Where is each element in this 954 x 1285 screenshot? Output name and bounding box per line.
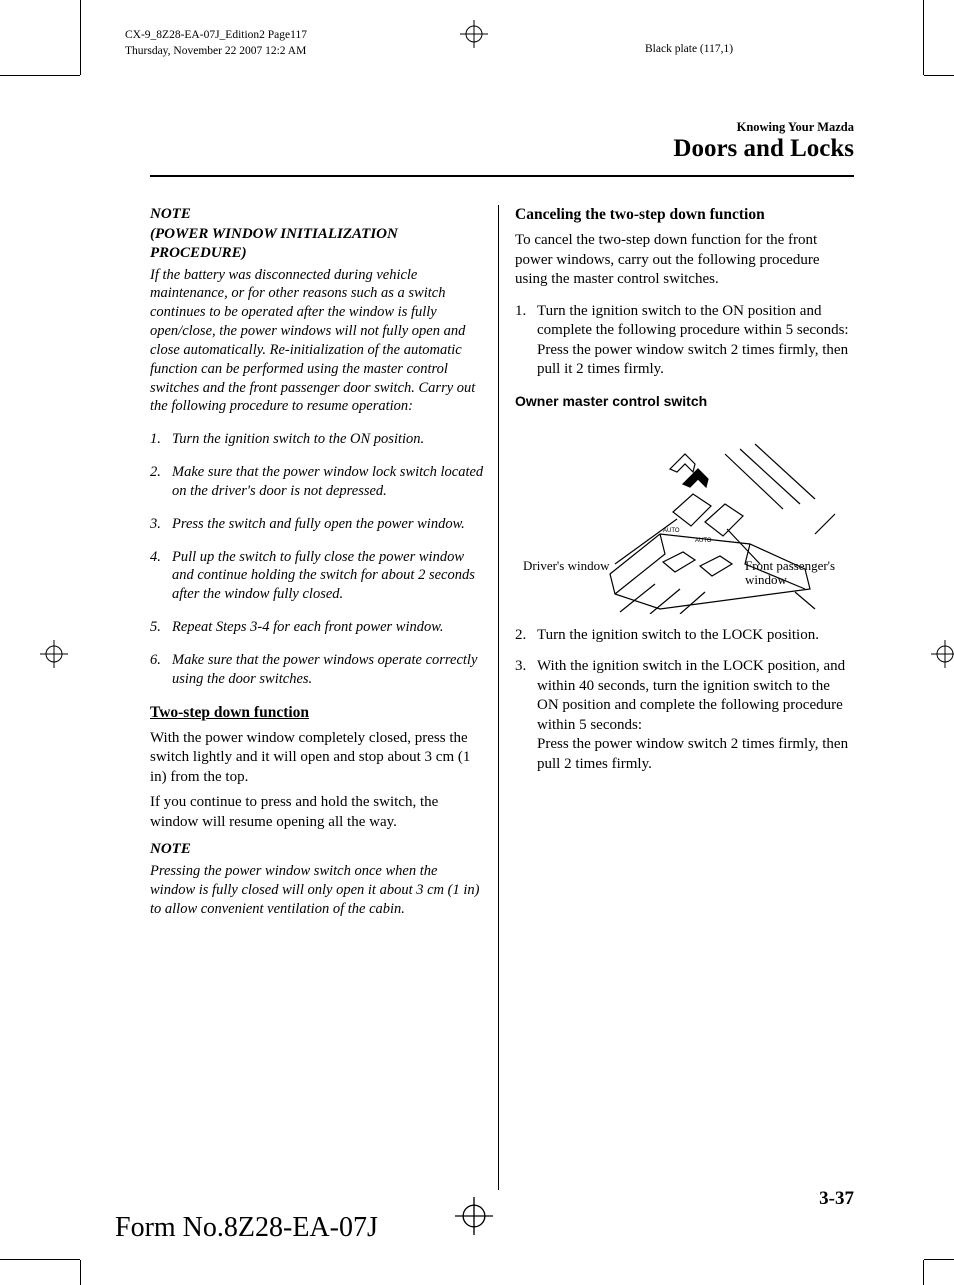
step-text: Press the switch and fully open the powe…: [172, 515, 485, 534]
note-intro-text: If the battery was disconnected during v…: [150, 266, 485, 417]
cancel-intro: To cancel the two-step down function for…: [515, 231, 850, 290]
form-number: Form No.8Z28-EA-07J: [115, 1212, 378, 1244]
chapter-header: Knowing Your Mazda Doors and Locks: [673, 120, 854, 163]
note-subtitle: (POWER WINDOW INITIALIZATION PROCEDURE): [150, 225, 485, 264]
crop-mark: [923, 0, 924, 75]
step-item: 3.Press the switch and fully open the po…: [150, 515, 485, 534]
heading-rule: [150, 175, 854, 177]
twostep-heading: Two-step down function: [150, 703, 485, 723]
content-area: NOTE (POWER WINDOW INITIALIZATION PROCED…: [150, 205, 854, 918]
initialization-steps: 1.Turn the ignition switch to the ON pos…: [150, 430, 485, 688]
step-item: 1.Turn the ignition switch to the ON pos…: [150, 430, 485, 449]
crop-mark: [924, 1259, 954, 1260]
registration-mark-icon: [40, 640, 68, 668]
step-text: Make sure that the power windows operate…: [172, 651, 485, 689]
figure-label-driver: Driver's window: [523, 558, 610, 573]
svg-text:AUTO: AUTO: [663, 528, 680, 534]
step-text: Turn the ignition switch to the ON posit…: [537, 302, 850, 380]
crop-mark: [80, 0, 81, 75]
step-text: Turn the ignition switch to the LOCK pos…: [537, 626, 850, 646]
svg-text:AUTO: AUTO: [695, 538, 712, 544]
doc-timestamp: Thursday, November 22 2007 12:2 AM: [125, 44, 307, 60]
step-text: With the ignition switch in the LOCK pos…: [537, 657, 850, 774]
cancel-steps-cont: 2.Turn the ignition switch to the LOCK p…: [515, 626, 850, 775]
cancel-steps: 1.Turn the ignition switch to the ON pos…: [515, 302, 850, 380]
crop-mark: [80, 1260, 81, 1285]
figure-label-passenger-2: window: [745, 572, 788, 587]
step-item: 2.Make sure that the power window lock s…: [150, 463, 485, 501]
right-column: Canceling the two-step down function To …: [515, 205, 850, 918]
step-item: 1.Turn the ignition switch to the ON pos…: [515, 302, 850, 380]
figure-caption: Owner master control switch: [515, 392, 850, 410]
step-text: Make sure that the power window lock swi…: [172, 463, 485, 501]
twostep-para: With the power window completely closed,…: [150, 729, 485, 788]
note-body-text: Pressing the power window switch once wh…: [150, 862, 485, 919]
doc-id-line: CX-9_8Z28-EA-07J_Edition2 Page117: [125, 28, 307, 44]
crop-mark: [0, 1259, 80, 1260]
figure-label-passenger: Front passenger's: [745, 558, 835, 573]
chapter-supertitle: Knowing Your Mazda: [673, 120, 854, 135]
step-text: Pull up the switch to fully close the po…: [172, 548, 485, 605]
step-text: Turn the ignition switch to the ON posit…: [172, 430, 485, 449]
note-label: NOTE: [150, 205, 485, 225]
cancel-heading: Canceling the two-step down function: [515, 205, 850, 225]
twostep-para: If you continue to press and hold the sw…: [150, 793, 485, 832]
plate-info: Black plate (117,1): [645, 43, 733, 55]
chapter-title: Doors and Locks: [673, 135, 854, 163]
step-item: 3.With the ignition switch in the LOCK p…: [515, 657, 850, 774]
note-label: NOTE: [150, 840, 485, 860]
step-item: 2.Turn the ignition switch to the LOCK p…: [515, 626, 850, 646]
step-item: 5.Repeat Steps 3-4 for each front power …: [150, 618, 485, 637]
master-control-switch-figure: Driver's window Front passenger's window…: [515, 414, 850, 614]
page-number: 3-37: [819, 1188, 854, 1210]
registration-mark-icon: [931, 640, 954, 668]
crop-mark: [923, 1260, 924, 1285]
crop-mark: [924, 75, 954, 76]
step-item: 4.Pull up the switch to fully close the …: [150, 548, 485, 605]
step-item: 6.Make sure that the power windows opera…: [150, 651, 485, 689]
document-meta: CX-9_8Z28-EA-07J_Edition2 Page117 Thursd…: [125, 28, 307, 59]
crop-mark: [0, 75, 80, 76]
registration-mark-icon: [460, 1202, 488, 1230]
registration-mark-icon: [460, 20, 488, 48]
step-text: Repeat Steps 3-4 for each front power wi…: [172, 618, 485, 637]
left-column: NOTE (POWER WINDOW INITIALIZATION PROCED…: [150, 205, 485, 918]
